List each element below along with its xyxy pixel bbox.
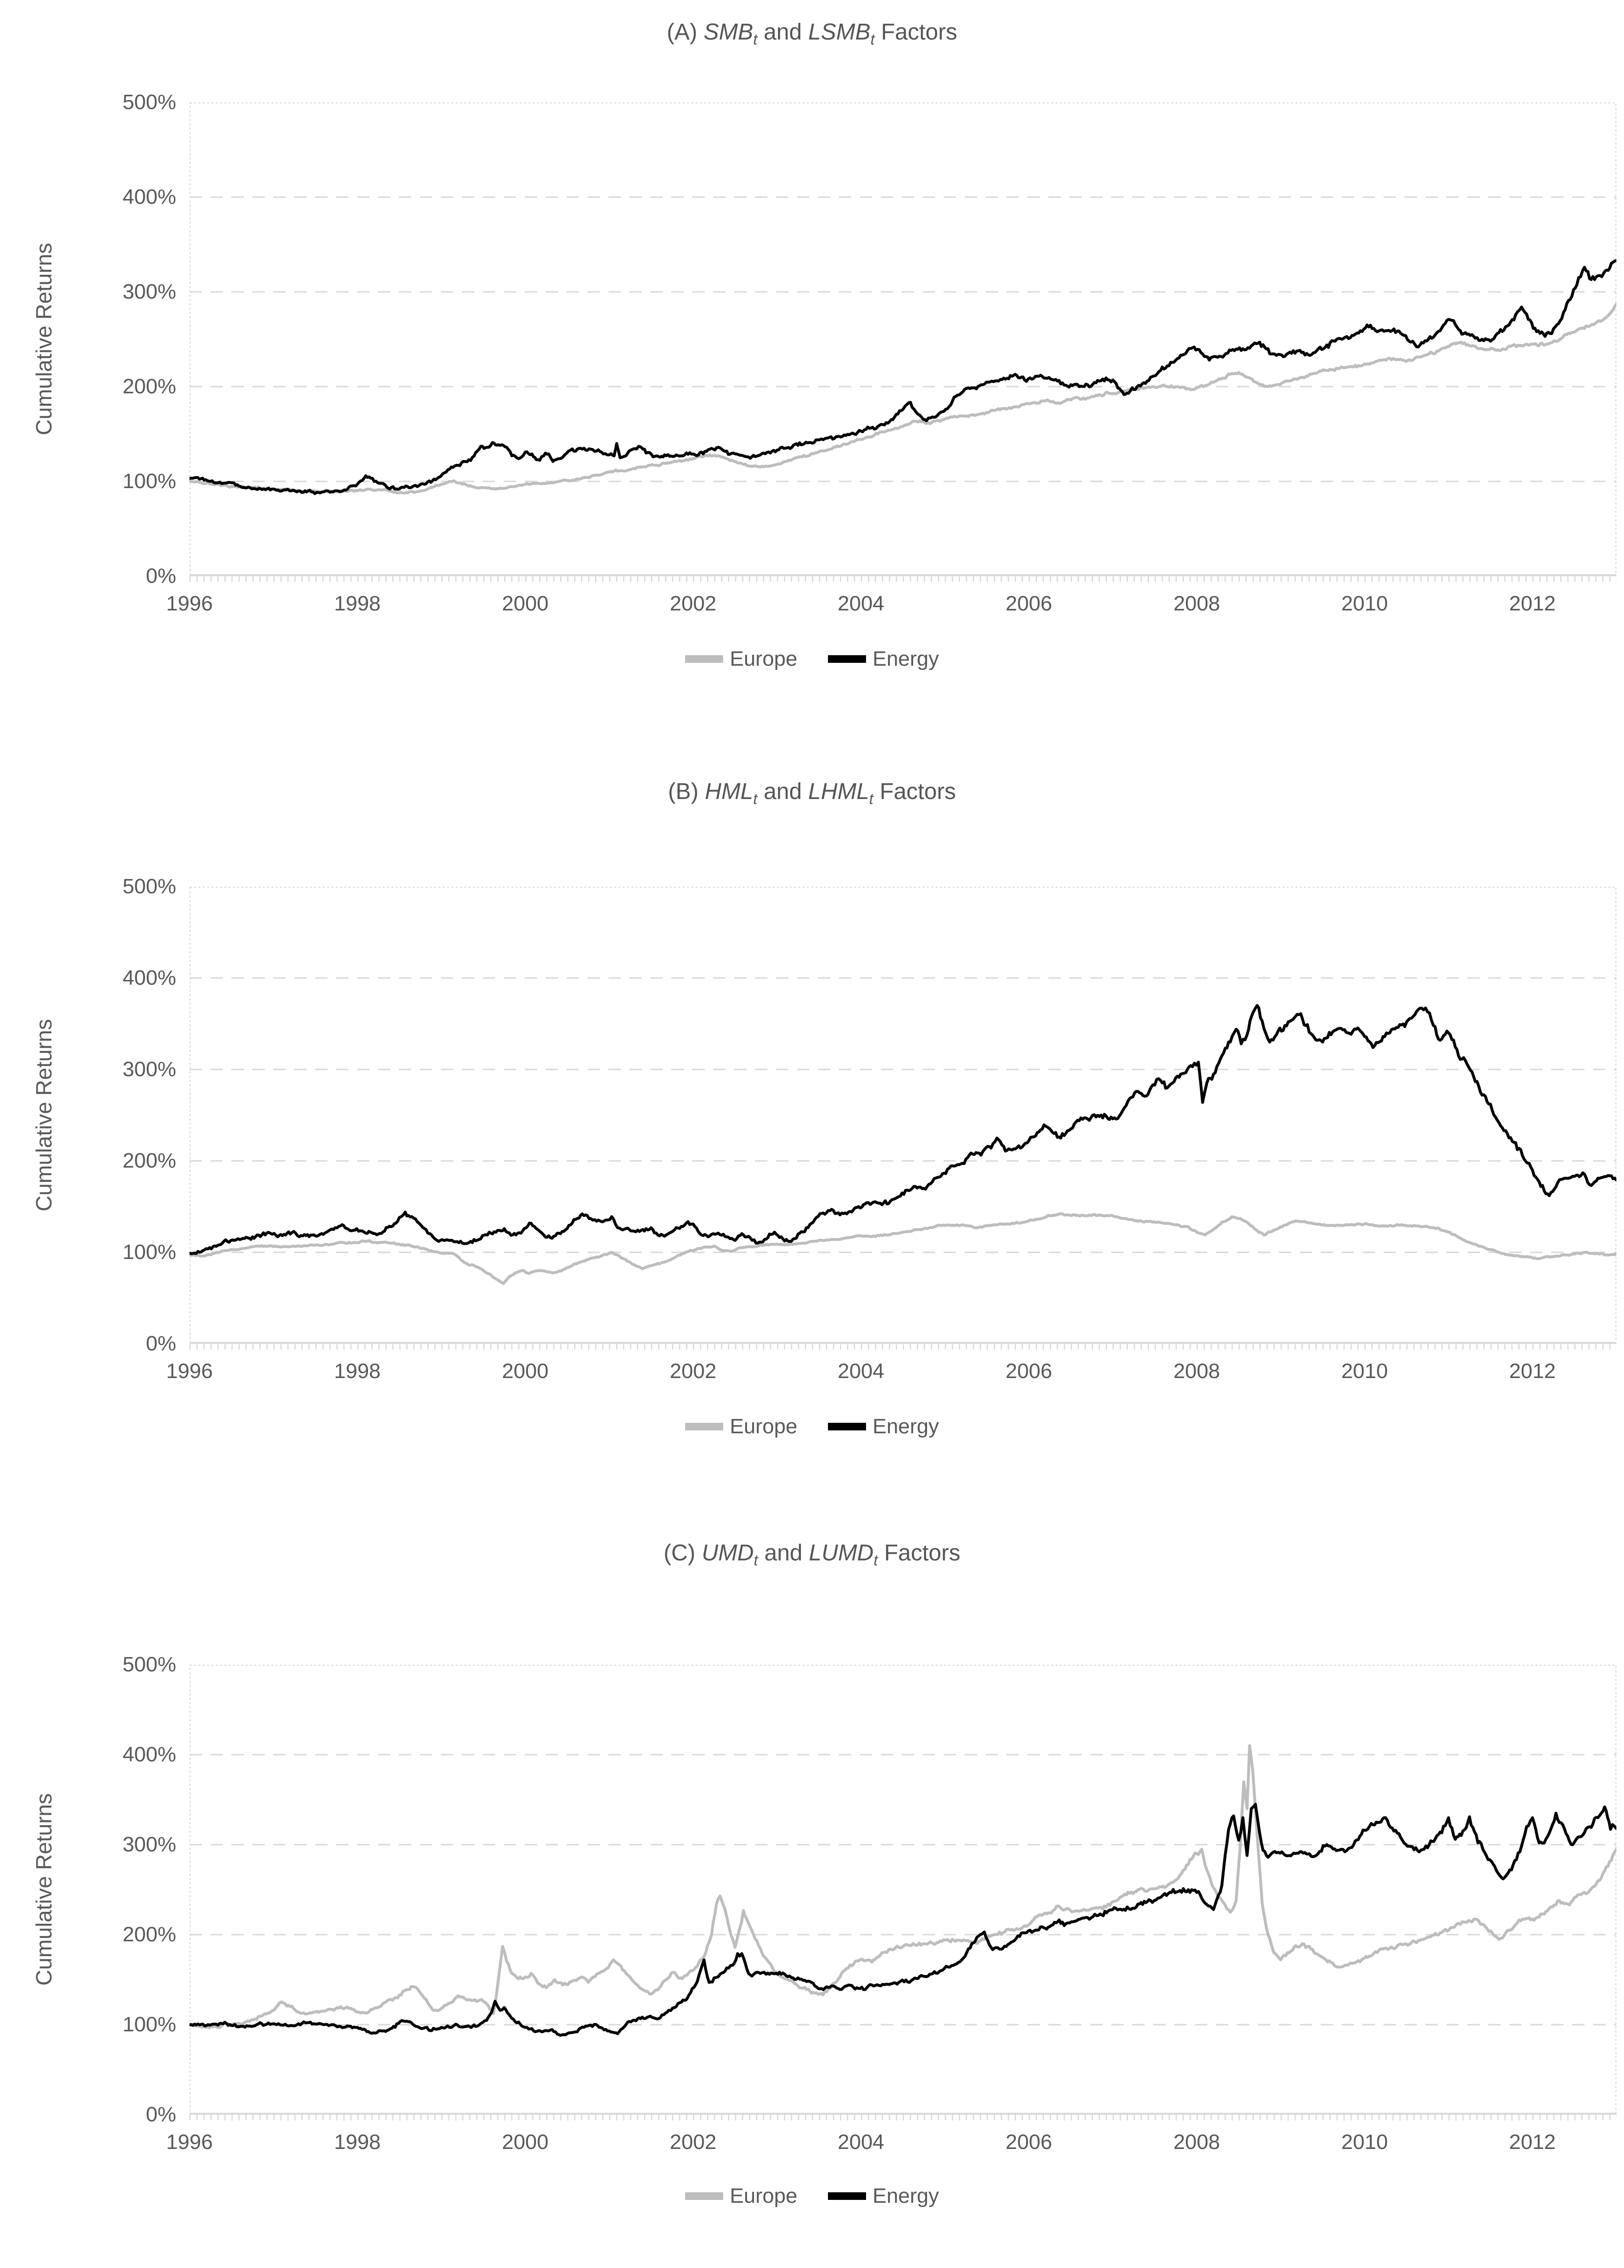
y-tick-label-300: 300% [122, 1058, 176, 1081]
legend-swatch-europe [685, 1423, 723, 1430]
x-tick-label-2004: 2004 [837, 1359, 885, 1383]
chart-panel-b: (B) HMLt and LHMLt Factors Cumulative Re… [0, 743, 1624, 1514]
y-tick-label-400: 400% [122, 1743, 176, 1766]
plot-area [189, 887, 1616, 1349]
x-tick-label-2012: 2012 [1509, 2130, 1556, 2154]
y-tick-label-0: 0% [146, 1332, 176, 1355]
x-tick-label-2002: 2002 [669, 2130, 717, 2154]
y-tick-label-200: 200% [122, 1149, 176, 1172]
series-europe [189, 1744, 1616, 2029]
x-tick-label-1998: 1998 [334, 592, 381, 615]
x-tick-label-1998: 1998 [334, 2130, 381, 2154]
legend-swatch-energy [827, 655, 866, 663]
x-tick-label-2008: 2008 [1173, 592, 1220, 615]
x-tick-label-2006: 2006 [1005, 592, 1052, 615]
legend-item-energy: Energy [827, 647, 939, 670]
x-tick-label-2004: 2004 [837, 2130, 885, 2154]
legend-label-energy: Energy [872, 647, 939, 670]
y-tick-label-400: 400% [122, 185, 176, 209]
legend-item-europe: Europe [685, 1415, 797, 1438]
legend-swatch-energy [827, 2192, 866, 2200]
x-tick-label-1996: 1996 [166, 2130, 213, 2154]
x-tick-label-2004: 2004 [837, 592, 885, 615]
x-tick-label-2008: 2008 [1173, 2130, 1220, 2154]
y-tick-label-100: 100% [122, 1240, 176, 1264]
legend-label-europe: Europe [729, 1415, 797, 1438]
y-tick-label-200: 200% [122, 375, 176, 398]
chart-title-a: (A) SMBt and LSMBt Factors [667, 20, 957, 48]
legend-label-energy: Energy [872, 1415, 939, 1438]
chart-title-c: (C) UMDt and LUMDt Factors [663, 1540, 961, 1569]
legend: Europe Energy [0, 2185, 1624, 2208]
legend-item-energy: Energy [827, 2184, 939, 2208]
plot-svg-b [189, 887, 1616, 1349]
y-tick-label-200: 200% [122, 1923, 176, 1946]
plot-border [189, 887, 1616, 1344]
x-tick-label-2006: 2006 [1005, 2130, 1052, 2154]
x-tick-label-2010: 2010 [1341, 592, 1388, 615]
x-tick-label-2008: 2008 [1173, 1359, 1220, 1383]
legend-label-energy: Energy [872, 2184, 939, 2208]
legend-label-europe: Europe [729, 2184, 797, 2208]
y-tick-label-0: 0% [146, 564, 176, 588]
plot-border [189, 1665, 1616, 2115]
legend-item-europe: Europe [685, 648, 797, 670]
plot-area [189, 102, 1616, 582]
legend-swatch-europe [685, 655, 723, 663]
x-tick-label-2012: 2012 [1509, 592, 1556, 615]
plot-svg-c [189, 1665, 1616, 2120]
legend-item-europe: Europe [685, 2185, 797, 2208]
x-tick-label-2002: 2002 [669, 592, 717, 615]
plot-area [189, 1665, 1616, 2120]
series-europe [189, 1212, 1616, 1285]
legend: Europe Energy [0, 648, 1624, 670]
legend-swatch-europe [685, 2192, 723, 2200]
series-europe [189, 302, 1616, 495]
x-tick-label-1998: 1998 [334, 1359, 381, 1383]
legend: Europe Energy [0, 1415, 1624, 1438]
y-tick-label-100: 100% [122, 2013, 176, 2036]
plot-svg-a [189, 102, 1616, 582]
legend-label-europe: Europe [729, 647, 797, 670]
x-tick-label-1996: 1996 [166, 592, 213, 615]
x-tick-label-2000: 2000 [502, 1359, 549, 1383]
x-tick-label-2000: 2000 [502, 592, 549, 615]
series-energy [189, 1803, 1616, 2037]
x-tick-label-2006: 2006 [1005, 1359, 1052, 1383]
x-tick-label-2010: 2010 [1341, 2130, 1388, 2154]
series-energy [189, 1004, 1616, 1255]
y-tick-label-300: 300% [122, 280, 176, 303]
y-tick-label-0: 0% [146, 2103, 176, 2126]
y-tick-label-500: 500% [122, 1653, 176, 1676]
legend-swatch-energy [827, 1423, 866, 1430]
y-tick-label-400: 400% [122, 966, 176, 989]
x-tick-label-2012: 2012 [1509, 1359, 1556, 1383]
chart-panel-c: (C) UMDt and LUMDt Factors Cumulative Re… [0, 1514, 1624, 2268]
x-tick-label-2010: 2010 [1341, 1359, 1388, 1383]
x-tick-label-1996: 1996 [166, 1359, 213, 1383]
y-tick-label-300: 300% [122, 1833, 176, 1856]
x-tick-label-2000: 2000 [502, 2130, 549, 2154]
legend-item-energy: Energy [827, 1415, 939, 1438]
y-tick-label-100: 100% [122, 470, 176, 493]
x-tick-label-2002: 2002 [669, 1359, 717, 1383]
plot-border [189, 102, 1616, 577]
chart-panel-a: (A) SMBt and LSMBt Factors Cumulative Re… [0, 0, 1624, 743]
chart-title-b: (B) HMLt and LHMLt Factors [668, 779, 956, 808]
y-tick-label-500: 500% [122, 90, 176, 114]
y-tick-label-500: 500% [122, 875, 176, 898]
series-energy [189, 259, 1616, 495]
